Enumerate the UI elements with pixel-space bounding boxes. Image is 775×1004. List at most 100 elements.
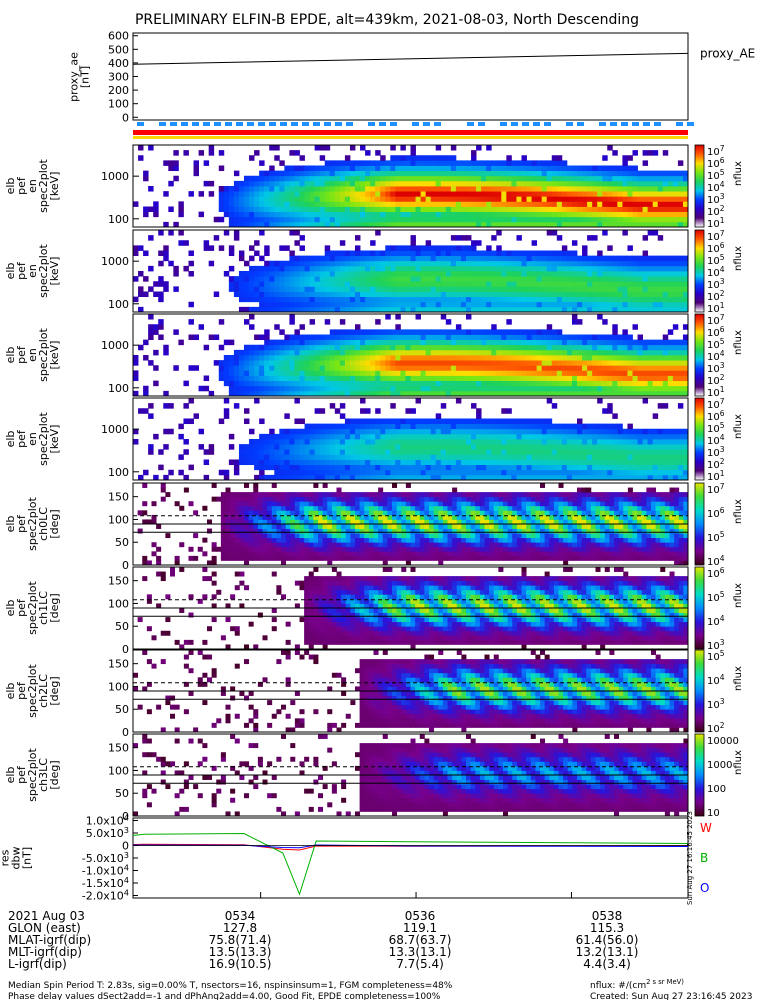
heatmap-cell [456,398,461,404]
heatmap-cell [511,302,516,308]
heatmap-cell [668,434,673,440]
heatmap-cell [345,196,350,202]
heatmap-cell [345,465,350,471]
heatmap-cell [431,439,436,445]
heatmap-cell [310,424,315,430]
heatmap-cell [653,370,658,376]
heatmap-cell [562,424,567,430]
heatmap-cell [461,266,466,272]
heatmap-cell [552,230,557,236]
heatmap-cell [355,302,360,308]
heatmap-cell [562,386,567,392]
heatmap-cell [506,186,511,192]
heatmap-cell [315,429,320,435]
heatmap-cell [284,271,289,277]
heatmap-cell [557,271,562,277]
heatmap-cell [360,261,365,267]
heatmap-cell [189,271,194,277]
heatmap-cell [385,419,390,425]
heatmap-cell [335,217,340,223]
heatmap-cell [350,297,355,303]
heatmap-cell [325,365,330,371]
heatmap-cell [235,547,240,552]
heatmap-cell [405,460,410,466]
heatmap-cell [416,217,421,223]
heatmap-cell [633,302,638,308]
heatmap-cell [340,201,345,207]
heatmap-cell [572,360,577,366]
heatmap-cell [148,444,153,450]
heatmap-cell [602,319,607,325]
heatmap-cell [436,454,441,460]
heatmap-cell [446,181,451,187]
heatmap-cell [643,281,648,287]
heatmap-cell [612,386,617,392]
heatmap-cell [602,297,607,303]
heatmap-cell [310,292,315,298]
heatmap-cell [279,360,284,366]
heatmap-cell [461,335,466,341]
heatmap-cell [516,335,521,341]
heatmap-cell [335,251,340,257]
heatmap-cell [234,181,239,187]
heatmap-cell [294,419,299,425]
heatmap-cell [264,217,269,223]
heatmap-cell [597,360,602,366]
heatmap-cell [466,302,471,308]
heatmap-cell [622,340,627,346]
heatmap-cell [390,186,395,192]
heatmap-cell [360,266,365,272]
heatmap-cell [390,181,395,187]
heatmap-cell [284,261,289,267]
heatmap-cell [274,386,279,392]
heatmap-cell [653,186,658,192]
heatmap-cell [532,470,537,476]
heatmap-cell [446,319,451,325]
heatmap-cell [411,376,416,382]
heatmap-cell [471,212,476,218]
heatmap-cell [340,319,345,325]
heatmap-cell [355,181,360,187]
heatmap-cell [456,370,461,376]
heatmap-cell [562,292,567,298]
heatmap-cell [340,212,345,218]
heatmap-cell [506,449,511,455]
heatmap-cell [258,529,263,534]
heatmap-cell [486,454,491,460]
heatmap-cell [496,186,501,192]
heatmap-cell [476,449,481,455]
heatmap-cell [466,329,471,335]
heatmap-cell [627,365,632,371]
heatmap-cell [658,360,663,366]
heatmap-cell [300,271,305,277]
heatmap-cell [335,376,340,382]
heatmap-cell [567,424,572,430]
heatmap-cell [658,266,663,272]
heatmap-cell [370,217,375,223]
heatmap-cell [259,271,264,277]
heatmap-cell [476,261,481,267]
heatmap-cell [416,266,421,272]
heatmap-cell [269,460,274,466]
heatmap-cell [279,381,284,387]
heatmap-cell [244,217,249,223]
heatmap-cell [648,302,653,308]
heatmap-cell [627,360,632,366]
heatmap-cell [653,207,658,213]
heatmap-cell [264,381,269,387]
heatmap-cell [658,350,663,356]
heatmap-cell [310,360,315,366]
heatmap-cell [289,292,294,298]
heatmap-cell [320,429,325,435]
heatmap-cell [471,261,476,267]
heatmap-cell [426,345,431,351]
heatmap-cell [542,251,547,257]
heatmap-cell [239,181,244,187]
heatmap-cell [547,261,552,267]
heatmap-cell [552,286,557,292]
heatmap-cell [300,266,305,272]
heatmap-cell [294,439,299,445]
heatmap-cell [466,444,471,450]
heatmap-cell [380,286,385,292]
colorbar-label: nflux [733,330,744,355]
